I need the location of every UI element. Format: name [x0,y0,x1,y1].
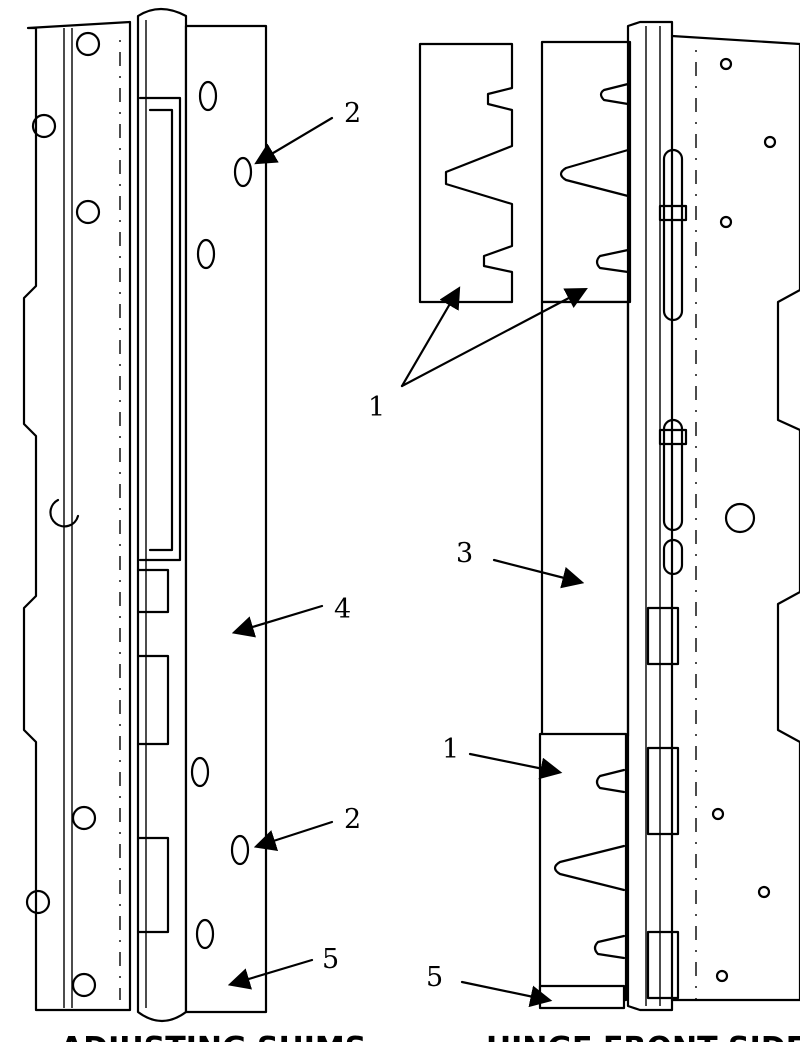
caption-right: HINGE FRONT SIDE [486,1031,800,1042]
shim-top-mounted [540,40,632,304]
loose-shim [418,42,514,304]
right-hinge-assembly [418,20,800,1012]
callout-4: 4 [334,594,351,625]
right-hinge-leaf [670,34,800,1002]
callout-5-right: 5 [426,962,443,993]
shim-slots [190,80,253,950]
callout-1-top: 1 [368,392,385,423]
shim-bottom-mounted [538,732,628,1002]
left-callouts: 2 4 2 5 [227,98,361,990]
shim-strip-3 [540,300,630,738]
right-hinge-barrel [626,20,674,1012]
left-hinge-plate [22,20,132,1012]
callout-3: 3 [456,538,473,569]
callout-2-top: 2 [344,98,361,129]
left-plate-holes [25,31,101,998]
callout-2-bottom: 2 [344,804,361,835]
left-hinge-assembly [22,7,268,1023]
adjusting-shim-strip [184,24,268,1014]
caption-left: ADJUSTING SHIMS [60,1031,366,1042]
right-leaf-holes [711,57,777,983]
callout-5-left: 5 [322,944,339,975]
right-callouts: 1 3 1 5 [368,286,588,1008]
callout-1-bottom: 1 [442,734,459,765]
shim-5-right [538,984,626,1010]
left-hinge-barrel [136,7,188,1023]
